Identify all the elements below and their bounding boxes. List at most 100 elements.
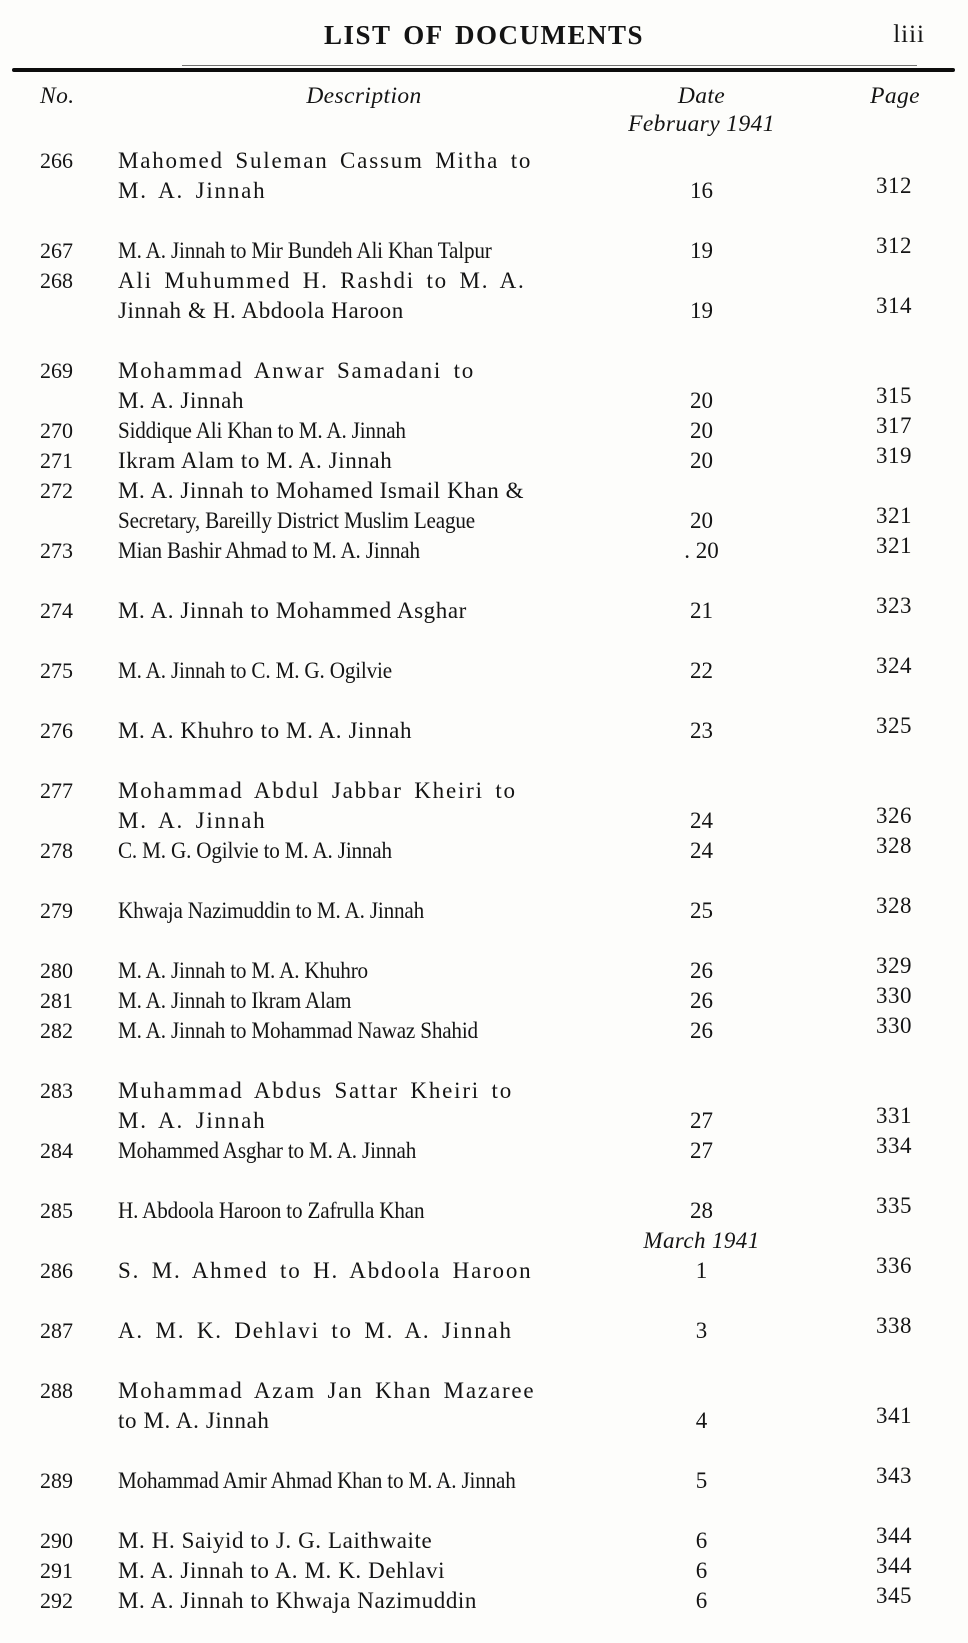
description-line: Mohammad Amir Ahmad Khan to M. A. Jinnah <box>118 1468 516 1493</box>
description-line: Ikram Alam to M. A. Jinnah <box>118 448 393 473</box>
table-column-headers: No. Description Date Page <box>40 83 920 110</box>
table-row: 271 Ikram Alam to M. A. Jinnah 20 319 <box>0 443 968 476</box>
row-date: 6 <box>695 1528 708 1553</box>
row-no: 269 <box>40 358 73 383</box>
description-line: M. A. Jinnah to C. M. G. Ogilvie <box>118 658 392 683</box>
row-date: 28 <box>690 1198 713 1223</box>
row-page: 338 <box>876 1313 912 1338</box>
row-date: 24 <box>690 808 713 833</box>
row-no: 286 <box>40 1258 73 1283</box>
table-row: 270 Siddique Ali Khan to M. A. Jinnah 20… <box>0 413 968 446</box>
date-divider-row: March 1941 <box>0 1226 968 1256</box>
row-no: 280 <box>40 958 73 983</box>
row-date: 27 <box>690 1138 713 1163</box>
row-description: Mohammad Amir Ahmad Khan to M. A. Jinnah <box>118 1466 610 1496</box>
row-no: 277 <box>40 778 73 803</box>
description-line: M. A. Jinnah to Mohammad Nawaz Shahid <box>118 1018 478 1043</box>
row-description: Khwaja Nazimuddin to M. A. Jinnah <box>118 896 610 926</box>
row-page: 330 <box>876 983 912 1008</box>
description-line: Secretary, Bareilly District Muslim Leag… <box>118 508 475 533</box>
row-description: M. A. Jinnah to Khwaja Nazimuddin <box>118 1586 610 1616</box>
row-page: 315 <box>876 383 912 408</box>
description-line: S. M. Ahmed to H. Abdoola Haroon <box>118 1258 533 1283</box>
description-line: M. A. Jinnah to Mohamed Ismail Khan & <box>118 478 525 503</box>
header-rule <box>12 65 955 72</box>
row-page: 317 <box>876 413 912 438</box>
table-row: 287 A. M. K. Dehlavi to M. A. Jinnah 3 3… <box>0 1313 968 1346</box>
row-description: Mohammad Abdul Jabbar Kheiri to M. A. Jin… <box>118 776 610 836</box>
row-date: . 20 <box>684 538 719 563</box>
row-page: 335 <box>876 1193 912 1218</box>
description-line: Mian Bashir Ahmad to M. A. Jinnah <box>118 538 420 563</box>
folio-page-number: liii <box>893 21 925 48</box>
row-description: H. Abdoola Haroon to Zafrulla Khan <box>118 1196 610 1226</box>
row-description: Mohammad Azam Jan Khan Mazaree to M. A. J… <box>118 1376 610 1436</box>
description-line: M. A. Jinnah <box>118 1108 267 1133</box>
row-no: 268 <box>40 268 73 293</box>
table-row: 272 M. A. Jinnah to Mohamed Ismail Khan … <box>0 476 968 536</box>
row-description: Ali Muhummed H. Rashdi to M. A. Jinnah & … <box>118 266 610 326</box>
row-date: 27 <box>690 1108 713 1133</box>
row-page: 328 <box>876 833 912 858</box>
row-page: 312 <box>876 173 912 198</box>
row-date: 16 <box>690 178 713 203</box>
row-page: 341 <box>876 1403 912 1428</box>
row-date: 26 <box>690 1018 713 1043</box>
description-line: M. A. Khuhro to M. A. Jinnah <box>118 718 413 743</box>
table-row: 278 C. M. G. Ogilvie to M. A. Jinnah 24 … <box>0 833 968 866</box>
row-no: 289 <box>40 1468 73 1493</box>
table-row: 291 M. A. Jinnah to A. M. K. Dehlavi 6 3… <box>0 1553 968 1586</box>
row-no: 284 <box>40 1138 73 1163</box>
row-description: M. A. Jinnah to Mohamed Ismail Khan & Sec… <box>118 476 610 536</box>
table-row: 273 Mian Bashir Ahmad to M. A. Jinnah . … <box>0 533 968 566</box>
description-line: M. A. Jinnah to M. A. Khuhro <box>118 958 368 983</box>
row-page: 330 <box>876 1013 912 1038</box>
description-line: M. A. Jinnah to Mohammed Asghar <box>118 598 467 623</box>
description-line: M. A. Jinnah to A. M. K. Dehlavi <box>118 1558 446 1583</box>
date-period-subheader: February 1941 <box>628 111 775 137</box>
table-row: 267 M. A. Jinnah to Mir Bundeh Ali Khan … <box>0 233 968 266</box>
row-date: 6 <box>695 1558 708 1583</box>
row-page: 328 <box>876 893 912 918</box>
row-page: 331 <box>876 1103 912 1128</box>
row-page: 329 <box>876 953 912 978</box>
description-line: Siddique Ali Khan to M. A. Jinnah <box>118 418 406 443</box>
description-line: M. A. Jinnah <box>118 388 245 413</box>
table-row: 283 Muhammad Abdus Sattar Kheiri to M. A.… <box>0 1076 968 1136</box>
table-row: 268 Ali Muhummed H. Rashdi to M. A. Jinna… <box>0 266 968 326</box>
description-line: M. H. Saiyid to J. G. Laithwaite <box>118 1528 433 1553</box>
description-line: M. A. Jinnah to Mir Bundeh Ali Khan Talp… <box>118 238 492 263</box>
row-page: 321 <box>876 533 912 558</box>
row-description: M. H. Saiyid to J. G. Laithwaite <box>118 1526 610 1556</box>
row-description: M. A. Jinnah to M. A. Khuhro <box>118 956 610 986</box>
table-row: 284 Mohammed Asghar to M. A. Jinnah 27 3… <box>0 1133 968 1166</box>
row-date: 22 <box>690 658 713 683</box>
rows: 26 6 Mahomed Suleman Cassum Mitha to M. A.… <box>0 146 968 1616</box>
row-date: 20 <box>690 418 713 443</box>
row-page: 343 <box>876 1463 912 1488</box>
row-date: 5 <box>695 1468 708 1493</box>
row-no: 283 <box>40 1078 73 1103</box>
row-page: 325 <box>876 713 912 738</box>
column-header-no: No. <box>40 83 75 109</box>
description-line: Ali Muhummed H. Rashdi to M. A. <box>118 268 526 293</box>
row-page: 312 <box>876 233 912 258</box>
description-line: M. A. Jinnah <box>118 808 267 833</box>
description-line: Mohammed Asghar to M. A. Jinnah <box>118 1138 417 1163</box>
page-title: LIST OF DOCUMENTS <box>323 20 645 50</box>
row-description: Mahomed Suleman Cassum Mitha to M. A. Jin… <box>118 146 610 206</box>
row-date: 23 <box>690 718 713 743</box>
column-header-date: Date <box>677 83 726 109</box>
row-no: 292 <box>40 1588 73 1613</box>
table-row: 280 M. A. Jinnah to M. A. Khuhro 26 329 <box>0 953 968 986</box>
row-page: 321 <box>876 503 912 528</box>
row-date: 19 <box>690 298 713 323</box>
row-no: 275 <box>40 658 73 683</box>
row-date: 20 <box>690 388 713 413</box>
table-row: 276 M. A. Khuhro to M. A. Jinnah 23 325 <box>0 713 968 746</box>
row-no: 288 <box>40 1378 73 1403</box>
row-description: M. A. Jinnah to A. M. K. Dehlavi <box>118 1556 610 1586</box>
row-no: 285 <box>40 1198 73 1223</box>
row-no: 270 <box>40 418 73 443</box>
row-description: M. A. Jinnah to Ikram Alam <box>118 986 610 1016</box>
